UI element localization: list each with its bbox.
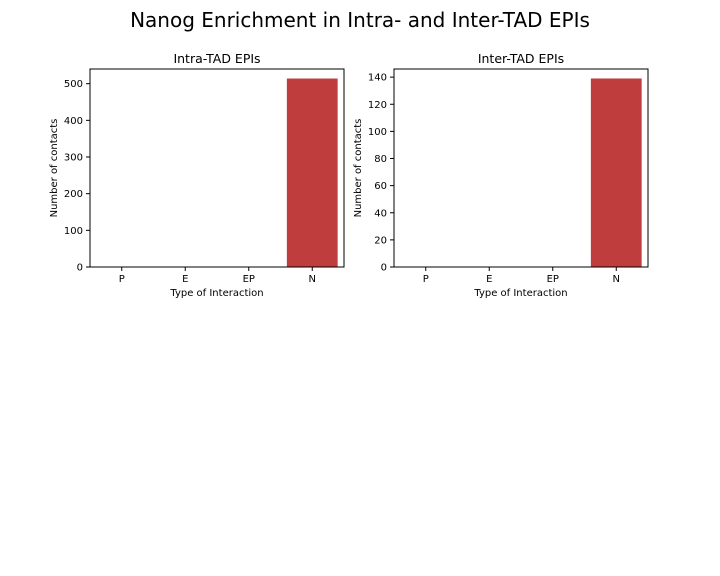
y-tick-label: 60 — [374, 181, 387, 192]
x-tick-label: P — [119, 274, 125, 285]
y-tick-label: 0 — [77, 263, 83, 274]
x-tick-label: N — [309, 274, 316, 285]
y-tick-label: 140 — [368, 73, 387, 84]
figure-title: Nanog Enrichment in Intra- and Inter-TAD… — [130, 8, 590, 32]
y-tick-label: 100 — [64, 226, 83, 237]
x-tick-label: EP — [547, 274, 559, 285]
bar-n — [286, 78, 338, 267]
y-tick-label: 400 — [64, 116, 83, 127]
y-tick-label: 80 — [374, 154, 387, 165]
inter-tad-chart: P E EP N 0 20 40 60 80 100 120 140 Inter-TAD EPIs Typ… — [353, 51, 649, 299]
y-tick-label: 200 — [64, 189, 83, 200]
y-tick-label: 40 — [374, 208, 387, 219]
y-axis-label: Number of contacts — [353, 119, 364, 218]
y-tick-label: 300 — [64, 153, 83, 164]
bar-n — [590, 78, 642, 268]
y-tick-label: 20 — [374, 235, 387, 246]
axes-frame — [393, 68, 649, 268]
x-axis-label: Type of Interaction — [169, 288, 263, 299]
intra-tad-chart: P E EP N 0 100 200 300 400 500 Intra-TAD EPIs Type … — [49, 51, 345, 299]
x-tick-label: EP — [243, 274, 255, 285]
y-axis-label: Number of contacts — [49, 119, 60, 218]
y-tick-label: 0 — [381, 263, 387, 274]
chart-title: Intra-TAD EPIs — [173, 51, 260, 66]
axes-frame — [89, 68, 345, 268]
y-tick-label: 100 — [368, 127, 387, 138]
x-tick-label: E — [486, 274, 492, 285]
y-tick-label: 120 — [368, 100, 387, 111]
x-tick-label: P — [423, 274, 429, 285]
chart-title: Inter-TAD EPIs — [478, 51, 564, 66]
y-tick-label: 500 — [64, 79, 83, 90]
x-axis-label: Type of Interaction — [473, 288, 567, 299]
x-tick-label: E — [182, 274, 188, 285]
x-tick-label: N — [613, 274, 620, 285]
